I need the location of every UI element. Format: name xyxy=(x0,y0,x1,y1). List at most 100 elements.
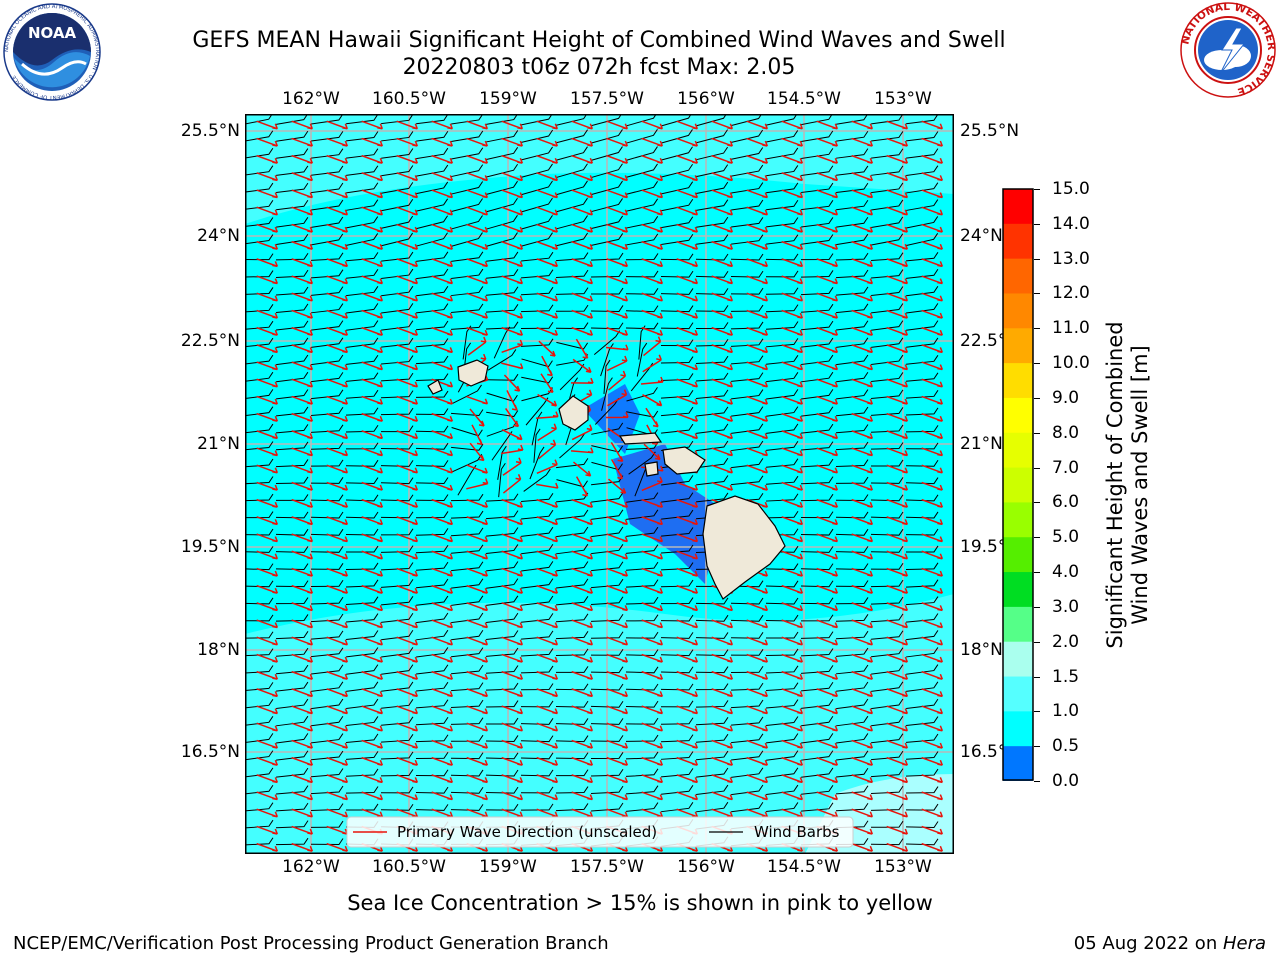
wave-arrow xyxy=(886,412,909,422)
wind-barb xyxy=(451,561,484,572)
wind-barb xyxy=(346,199,379,211)
wind-barb xyxy=(625,751,659,760)
wind-barb xyxy=(381,612,414,623)
wave-arrow xyxy=(816,584,839,594)
island-maui xyxy=(662,446,706,475)
wind-barb xyxy=(696,423,729,434)
wind-barb xyxy=(493,326,511,359)
wind-barb xyxy=(870,545,904,553)
wave-arrow xyxy=(256,395,279,405)
wave-arrow xyxy=(643,443,661,461)
wave-arrow xyxy=(291,670,314,680)
wind-barb xyxy=(836,647,869,657)
colorbar-tick-label: 1.0 xyxy=(1052,701,1080,722)
wind-barb xyxy=(245,784,274,795)
wind-barb xyxy=(590,735,624,742)
wind-barb xyxy=(415,511,449,519)
wave-arrow xyxy=(326,309,349,319)
wind-barb xyxy=(870,511,904,519)
wave-arrow xyxy=(466,705,489,715)
wind-barb xyxy=(523,468,551,492)
wind-barb xyxy=(696,440,729,452)
wind-barb xyxy=(497,445,507,480)
wind-barb xyxy=(245,217,274,227)
colorbar xyxy=(1002,188,1034,781)
wind-barb xyxy=(485,786,519,794)
wave-arrow xyxy=(361,791,384,801)
wave-arrow xyxy=(536,292,559,302)
wind-barb xyxy=(870,562,904,570)
wind-barb xyxy=(871,372,904,383)
wind-barb xyxy=(381,596,414,606)
wind-barb xyxy=(485,803,519,811)
colorbar-segment xyxy=(1003,572,1033,608)
wind-barb xyxy=(696,164,729,178)
wind-barb xyxy=(311,199,344,211)
wind-barb xyxy=(695,305,729,312)
wave-arrow xyxy=(396,481,419,491)
wave-arrow xyxy=(641,275,664,285)
wave-arrow xyxy=(851,791,874,801)
wind-barb xyxy=(310,820,344,828)
wind-barb xyxy=(345,494,379,502)
wind-barb xyxy=(695,614,729,622)
wind-barb xyxy=(905,768,939,777)
wave-arrow xyxy=(746,309,769,319)
wind-barb xyxy=(660,373,694,382)
wind-barb xyxy=(245,130,274,142)
wave-arrow xyxy=(610,441,624,462)
wind-barb xyxy=(381,114,414,125)
wind-barb xyxy=(626,410,659,418)
wave-arrow xyxy=(501,240,524,250)
wave-arrow xyxy=(501,120,524,130)
wave-arrow xyxy=(571,309,594,319)
wave-arrow xyxy=(396,275,419,285)
wind-barb xyxy=(521,543,554,555)
wave-arrow xyxy=(816,120,839,130)
wave-arrow xyxy=(326,240,349,250)
wave-arrow xyxy=(921,756,944,766)
wind-barb xyxy=(345,511,379,519)
wave-arrow xyxy=(326,533,349,543)
wave-arrow xyxy=(781,309,804,319)
wave-arrow xyxy=(746,653,769,663)
wave-arrow xyxy=(746,412,769,422)
wind-barb xyxy=(730,287,764,295)
wind-barb xyxy=(416,164,449,177)
wave-arrow xyxy=(256,275,279,285)
colorbar-segment xyxy=(1003,258,1033,294)
wave-arrow xyxy=(291,584,314,594)
wave-arrow xyxy=(921,447,944,457)
wave-arrow xyxy=(641,584,664,594)
wave-arrow xyxy=(606,275,629,285)
wind-barb xyxy=(591,180,623,196)
wave-arrow xyxy=(396,223,419,233)
wave-arrow xyxy=(431,619,454,629)
wind-barb xyxy=(871,269,904,279)
wave-arrow xyxy=(781,344,804,354)
wind-barb xyxy=(310,785,344,795)
footer-date-text: 05 Aug 2022 on xyxy=(1073,933,1223,954)
wind-barb xyxy=(381,131,414,142)
wind-barb xyxy=(346,354,379,365)
wind-barb xyxy=(450,717,484,725)
wind-barb xyxy=(766,182,799,194)
wind-barb xyxy=(485,682,519,691)
wind-barb xyxy=(765,510,799,519)
wave-arrow xyxy=(676,533,699,543)
wind-barb xyxy=(276,182,309,193)
wind-barb xyxy=(871,698,904,710)
wind-barb xyxy=(590,305,624,312)
wind-barb xyxy=(416,198,449,212)
wind-barb xyxy=(245,563,274,571)
wind-barb xyxy=(245,682,274,691)
wave-arrow xyxy=(711,705,734,715)
wave-arrow xyxy=(606,258,629,268)
wave-arrow xyxy=(746,756,769,766)
wave-arrow xyxy=(571,567,594,577)
wind-barb xyxy=(661,509,694,520)
wind-barb xyxy=(520,718,554,725)
wave-arrow xyxy=(886,154,909,164)
wave-arrow xyxy=(711,378,734,388)
wave-arrow xyxy=(676,550,699,560)
